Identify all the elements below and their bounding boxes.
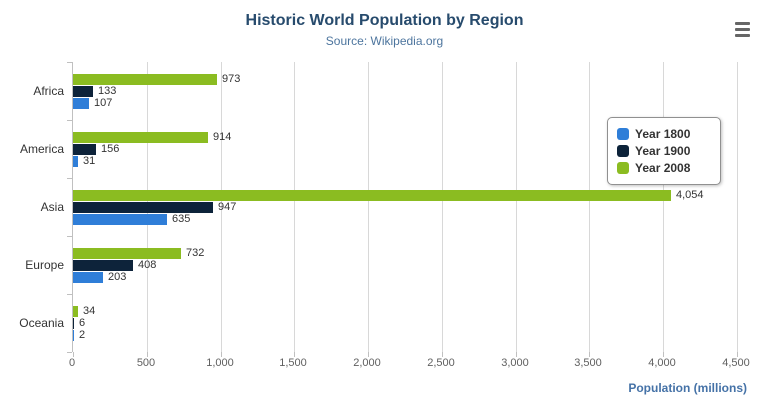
x-axis-tick-mark <box>73 352 74 357</box>
x-axis-tick-label-4000: 4,000 <box>648 357 676 369</box>
legend-item-year-2008[interactable]: Year 2008 <box>617 160 711 176</box>
data-label-europe-year-1900: 408 <box>138 259 157 271</box>
bar-oceania-year-2008[interactable] <box>73 306 78 317</box>
bar-america-year-1800[interactable] <box>73 156 78 167</box>
category-label-oceania: Oceania <box>19 316 64 330</box>
hamburger-menu-icon <box>735 21 750 25</box>
x-axis-tick-mark <box>442 352 443 357</box>
chart-context-menu-button[interactable] <box>731 18 755 40</box>
gridline <box>294 62 295 352</box>
data-label-oceania-year-1900: 6 <box>79 317 86 329</box>
y-axis-tick-mark <box>67 294 72 295</box>
bar-europe-year-1800[interactable] <box>73 272 103 283</box>
x-axis-tick-label-2000: 2,000 <box>353 357 381 369</box>
x-axis-tick-label-4500: 4,500 <box>722 357 750 369</box>
data-label-africa-year-2008: 973 <box>222 73 241 85</box>
category-label-america: America <box>19 142 64 156</box>
x-axis-tick-mark <box>147 352 148 357</box>
y-axis-tick-mark <box>67 120 72 121</box>
data-label-america-year-1900: 156 <box>101 143 120 155</box>
x-axis-tick-label-3500: 3,500 <box>574 357 602 369</box>
y-axis-tick-mark <box>67 62 72 63</box>
plot-area: 973 133 107 914 156 31 4,054 947 635 732 408 203 34 6… <box>67 62 738 357</box>
bar-america-year-1900[interactable] <box>73 144 96 155</box>
y-axis-tick-mark <box>67 236 72 237</box>
data-label-africa-year-1900: 133 <box>98 85 117 97</box>
x-axis-tick-mark <box>589 352 590 357</box>
x-axis-tick-mark <box>516 352 517 357</box>
x-axis-tick-mark <box>294 352 295 357</box>
legend-swatch-icon <box>617 128 629 140</box>
data-label-africa-year-1800: 107 <box>94 97 113 109</box>
gridline <box>663 62 664 352</box>
x-axis-tick-label-3000: 3,000 <box>501 357 529 369</box>
bar-america-year-2008[interactable] <box>73 132 208 143</box>
category-label-africa: Africa <box>33 84 64 98</box>
hamburger-menu-icon <box>735 33 750 37</box>
x-axis-tick-label-2500: 2,500 <box>427 357 455 369</box>
data-label-oceania-year-2008: 34 <box>83 305 96 317</box>
bar-europe-year-2008[interactable] <box>73 248 181 259</box>
x-axis-tick-mark <box>368 352 369 357</box>
x-axis-tick-label-500: 500 <box>136 357 156 369</box>
gridline <box>737 62 738 352</box>
x-axis-tick-label-1500: 1,500 <box>279 357 307 369</box>
bar-oceania-year-1800[interactable] <box>73 330 74 341</box>
data-label-asia-year-1800: 635 <box>172 213 191 225</box>
bar-africa-year-1800[interactable] <box>73 98 89 109</box>
data-label-america-year-1800: 31 <box>83 155 96 167</box>
legend-label: Year 2008 <box>635 161 691 175</box>
bar-africa-year-2008[interactable] <box>73 74 217 85</box>
category-label-asia: Asia <box>40 200 64 214</box>
legend: Year 1800 Year 1900 Year 2008 <box>607 117 721 185</box>
data-label-america-year-2008: 914 <box>213 131 232 143</box>
gridline <box>221 62 222 352</box>
data-label-asia-year-1900: 947 <box>218 201 237 213</box>
chart-title: Historic World Population by Region <box>245 12 524 29</box>
x-axis-tick-label-1000: 1,000 <box>206 357 234 369</box>
data-label-europe-year-2008: 732 <box>186 247 205 259</box>
bar-asia-year-1900[interactable] <box>73 202 213 213</box>
legend-label: Year 1900 <box>635 144 691 158</box>
bar-africa-year-1900[interactable] <box>73 86 93 97</box>
data-label-europe-year-1800: 203 <box>108 271 127 283</box>
bar-asia-year-1800[interactable] <box>73 214 167 225</box>
legend-item-year-1800[interactable]: Year 1800 <box>617 126 711 142</box>
data-label-asia-year-2008: 4,054 <box>676 189 704 201</box>
chart-subtitle: Source: Wikipedia.org <box>325 34 444 48</box>
category-label-europe: Europe <box>25 258 64 272</box>
legend-swatch-icon <box>617 162 629 174</box>
x-axis-title: Population (millions) <box>628 381 747 395</box>
x-axis-tick-mark <box>221 352 222 357</box>
bar-europe-year-1900[interactable] <box>73 260 133 271</box>
bar-oceania-year-1900[interactable] <box>73 318 74 329</box>
legend-label: Year 1800 <box>635 127 691 141</box>
gridline <box>368 62 369 352</box>
data-label-oceania-year-1800: 2 <box>79 329 86 341</box>
y-axis-tick-mark <box>67 178 72 179</box>
gridline <box>442 62 443 352</box>
gridline <box>589 62 590 352</box>
legend-item-year-1900[interactable]: Year 1900 <box>617 143 711 159</box>
gridline <box>516 62 517 352</box>
x-axis-tick-mark <box>737 352 738 357</box>
x-axis-tick-label-0: 0 <box>68 357 76 369</box>
bar-asia-year-2008[interactable] <box>73 190 671 201</box>
legend-swatch-icon <box>617 145 629 157</box>
x-axis-tick-mark <box>663 352 664 357</box>
hamburger-menu-icon <box>735 27 750 31</box>
y-axis-tick-mark <box>67 352 72 353</box>
